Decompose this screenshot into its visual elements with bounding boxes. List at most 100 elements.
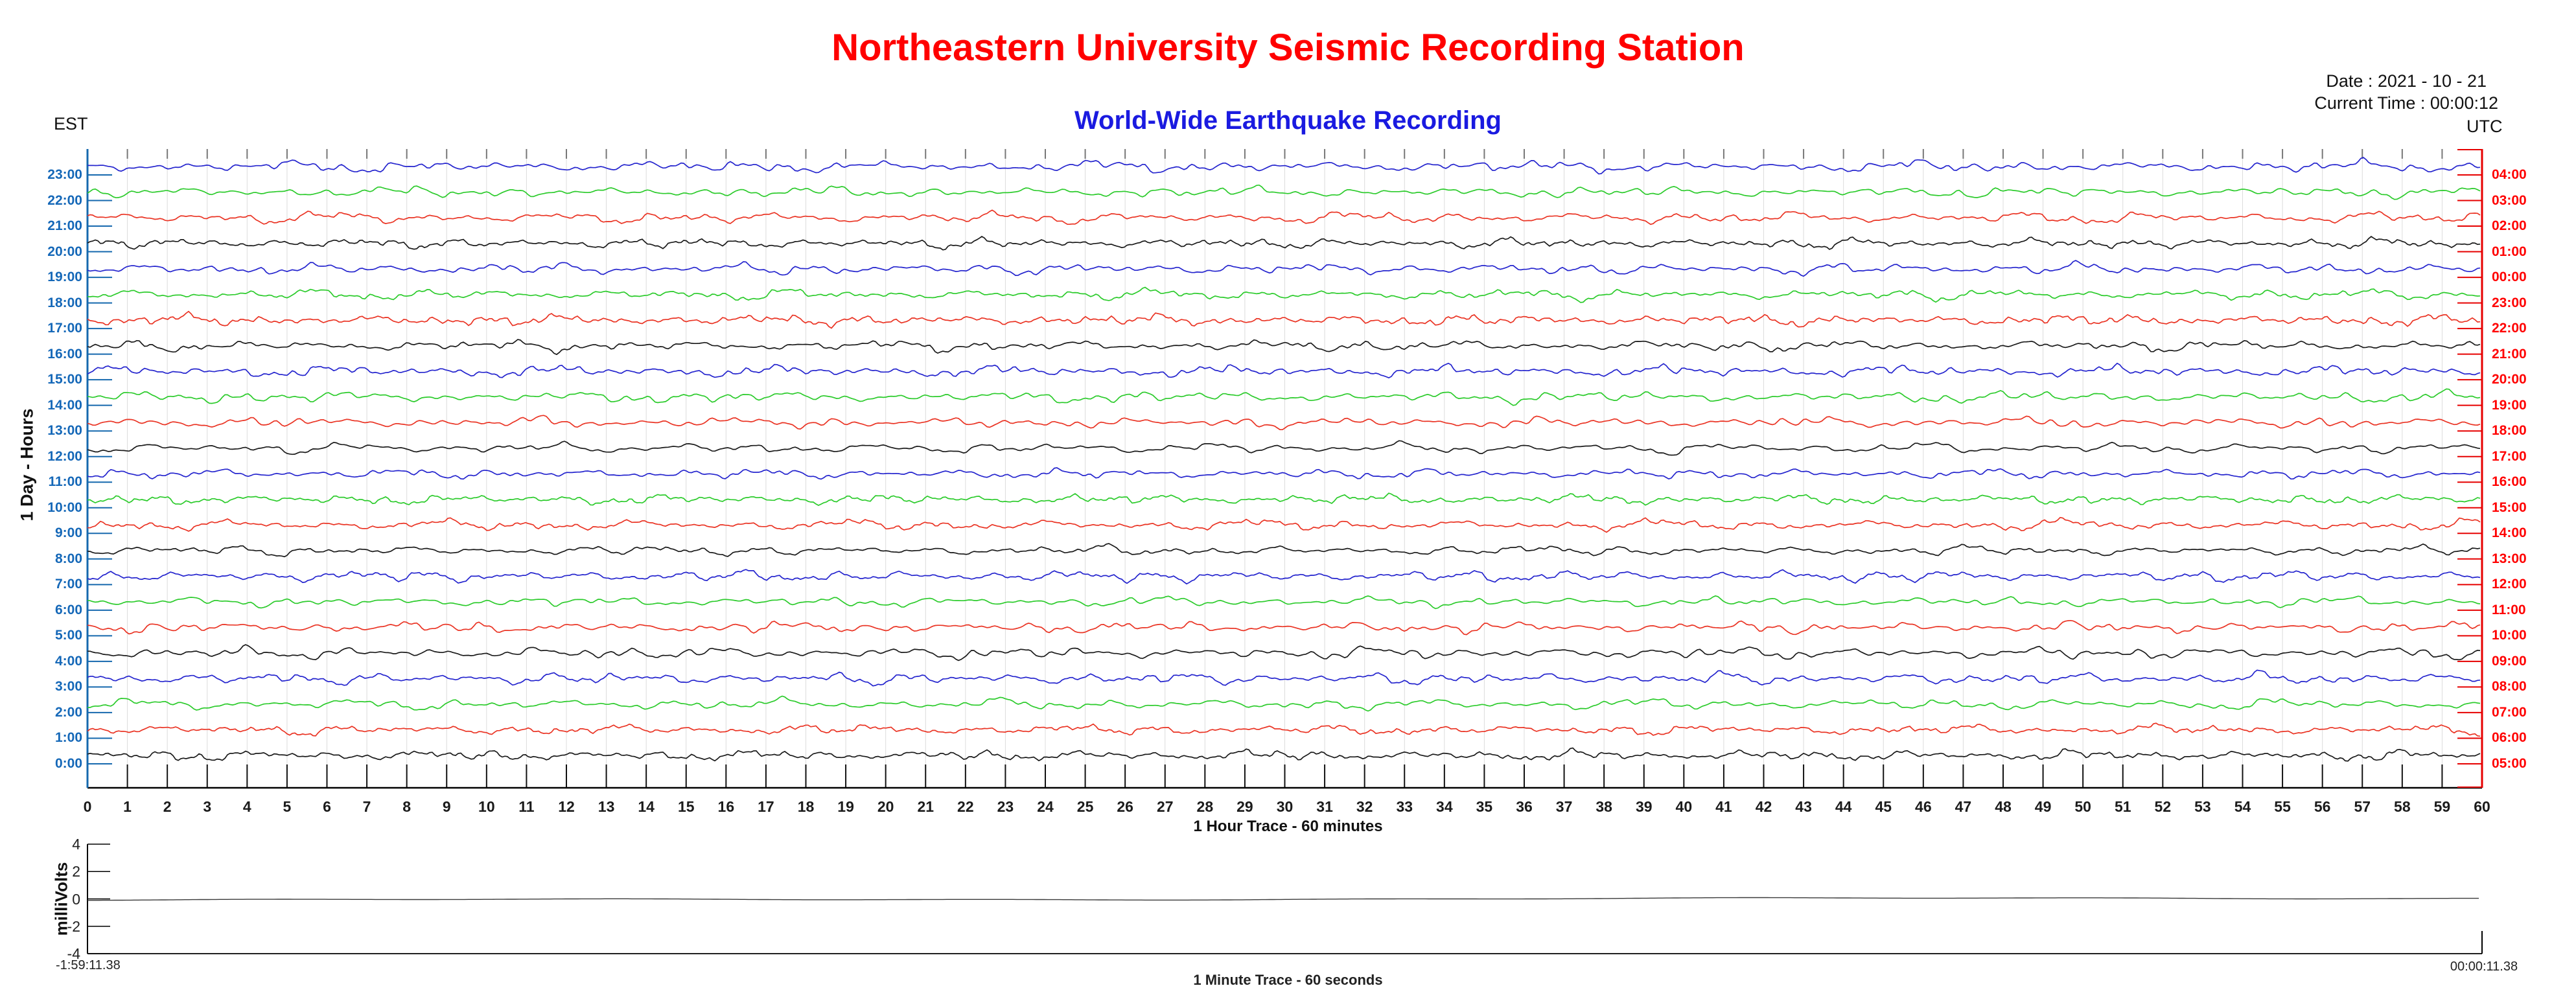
minute-tick-label: 17 bbox=[758, 798, 774, 815]
minute-tick-label: 4 bbox=[242, 798, 251, 815]
minute-tick-label: 35 bbox=[1476, 798, 1493, 815]
est-hour-label: 1:00 bbox=[54, 730, 82, 746]
seismic-trace-est-5:00 bbox=[87, 619, 2481, 636]
seismic-trace-est-22:00 bbox=[87, 184, 2481, 200]
minute-tick-label: 5 bbox=[283, 798, 292, 815]
seismic-trace-est-2:00 bbox=[87, 695, 2481, 712]
est-hour-label: 7:00 bbox=[54, 577, 82, 592]
seismic-trace-est-4:00 bbox=[87, 644, 2481, 661]
seismic-trace-est-11:00 bbox=[87, 467, 2481, 480]
minute-tick-label: 40 bbox=[1675, 798, 1693, 815]
seismic-trace-est-19:00 bbox=[87, 260, 2481, 277]
minute-tick-label: 33 bbox=[1396, 798, 1413, 815]
minute-tick-label: 24 bbox=[1037, 798, 1054, 815]
left-timezone-label: EST bbox=[54, 114, 88, 133]
est-hour-label: 3:00 bbox=[54, 679, 82, 695]
minute-tick-label: 47 bbox=[1955, 798, 1972, 815]
seismic-trace-est-9:00 bbox=[87, 516, 2481, 533]
minute-tick-label: 3 bbox=[203, 798, 212, 815]
mv-tick-label: 2 bbox=[72, 863, 80, 880]
est-hour-label: 11:00 bbox=[48, 474, 82, 490]
est-hour-label: 18:00 bbox=[47, 295, 82, 310]
est-hour-label: 0:00 bbox=[54, 755, 82, 771]
minute-tick-label: 28 bbox=[1196, 798, 1214, 815]
utc-hour-label: 16:00 bbox=[2492, 474, 2527, 490]
est-hour-label: 6:00 bbox=[54, 602, 82, 617]
utc-hour-label: 02:00 bbox=[2492, 218, 2527, 234]
right-timezone-label: UTC bbox=[2466, 117, 2503, 136]
seismic-trace-est-6:00 bbox=[87, 595, 2481, 610]
minute-tick-label: 46 bbox=[1915, 798, 1932, 815]
est-hour-label: 19:00 bbox=[47, 270, 82, 285]
utc-hour-label: 22:00 bbox=[2492, 321, 2527, 336]
est-hour-label: 23:00 bbox=[47, 167, 82, 182]
page-title: Northeastern University Seismic Recordin… bbox=[831, 27, 1745, 69]
est-hour-label: 8:00 bbox=[54, 551, 82, 566]
minute-tick-label: 13 bbox=[598, 798, 615, 815]
minute-tick-label: 44 bbox=[1835, 798, 1852, 815]
minute-tick-label: 14 bbox=[638, 798, 655, 815]
main-y-axis-title: 1 Day - Hours bbox=[17, 408, 37, 522]
seismic-trace-est-18:00 bbox=[87, 286, 2481, 303]
minute-tick-label: 26 bbox=[1117, 798, 1133, 815]
mv-tick-label: 4 bbox=[72, 836, 80, 853]
seismic-trace-est-7:00 bbox=[87, 569, 2481, 585]
minute-tick-label: 27 bbox=[1156, 798, 1174, 815]
minute-tick-label: 58 bbox=[2394, 798, 2411, 815]
minute-tick-label: 1 bbox=[123, 798, 132, 815]
minute-tick-label: 12 bbox=[558, 798, 575, 815]
minute-tick-label: 7 bbox=[362, 798, 371, 815]
minute-tick-label: 59 bbox=[2433, 798, 2451, 815]
utc-hour-label: 05:00 bbox=[2492, 755, 2527, 771]
est-hour-label: 9:00 bbox=[54, 525, 82, 541]
seismic-trace-est-3:00 bbox=[87, 669, 2481, 687]
minute-tick-label: 41 bbox=[1715, 798, 1732, 815]
minute-chart-title: 1 Minute Trace - 60 seconds bbox=[1193, 972, 1383, 988]
minute-tick-label: 15 bbox=[677, 798, 695, 815]
utc-hour-label: 17:00 bbox=[2492, 448, 2527, 464]
minute-tick-label: 60 bbox=[2474, 798, 2490, 815]
minute-tick-label: 45 bbox=[1875, 798, 1892, 815]
minute-tick-label: 29 bbox=[1236, 798, 1253, 815]
main-x-axis-title: 1 Hour Trace - 60 minutes bbox=[1193, 818, 1383, 835]
seismic-trace-est-14:00 bbox=[87, 388, 2481, 406]
utc-hour-label: 00:00 bbox=[2492, 270, 2527, 285]
minute-tick-label: 57 bbox=[2354, 798, 2371, 815]
date-time-box: Date : 2021 - 10 - 21 Current Time : 00:… bbox=[2314, 70, 2498, 114]
utc-hour-label: 10:00 bbox=[2492, 628, 2527, 643]
mv-tick-label: -2 bbox=[67, 917, 80, 935]
minute-window-start-time: -1:59:11.38 bbox=[56, 958, 121, 972]
minute-tick-label: 23 bbox=[997, 798, 1014, 815]
mv-tick-label: 0 bbox=[72, 890, 80, 908]
utc-hour-label: 03:00 bbox=[2492, 192, 2527, 208]
est-hour-label: 21:00 bbox=[47, 218, 82, 234]
seismic-trace-est-21:00 bbox=[87, 209, 2481, 225]
utc-hour-label: 01:00 bbox=[2492, 244, 2527, 259]
minute-tick-label: 9 bbox=[442, 798, 451, 815]
minute-tick-label: 38 bbox=[1595, 798, 1612, 815]
minute-tick-label: 50 bbox=[2074, 798, 2091, 815]
seismic-trace-est-20:00 bbox=[87, 235, 2481, 251]
minute-tick-label: 51 bbox=[2114, 798, 2131, 815]
utc-hour-label: 21:00 bbox=[2492, 346, 2527, 362]
minute-tick-label: 34 bbox=[1436, 798, 1453, 815]
utc-hour-label: 12:00 bbox=[2492, 577, 2527, 592]
minute-tick-label: 11 bbox=[518, 798, 535, 815]
chart-subtitle: World-Wide Earthquake Recording bbox=[1074, 106, 1502, 135]
est-hour-label: 10:00 bbox=[47, 500, 82, 515]
minute-tick-label: 56 bbox=[2314, 798, 2331, 815]
minute-tick-label: 39 bbox=[1635, 798, 1653, 815]
est-hour-label: 15:00 bbox=[47, 372, 82, 387]
current-time-label: Current Time : 00:00:12 bbox=[2314, 93, 2498, 113]
minute-tick-label: 10 bbox=[478, 798, 495, 815]
minute-tick-label: 16 bbox=[717, 798, 735, 815]
minute-tick-label: 36 bbox=[1516, 798, 1533, 815]
est-hour-label: 13:00 bbox=[47, 423, 82, 439]
minute-tick-label: 37 bbox=[1555, 798, 1573, 815]
minute-tick-label: 43 bbox=[1795, 798, 1812, 815]
minute-tick-label: 55 bbox=[2274, 798, 2291, 815]
utc-hour-label: 08:00 bbox=[2492, 679, 2527, 695]
seismic-trace-est-16:00 bbox=[87, 339, 2481, 356]
minute-tick-label: 42 bbox=[1755, 798, 1772, 815]
